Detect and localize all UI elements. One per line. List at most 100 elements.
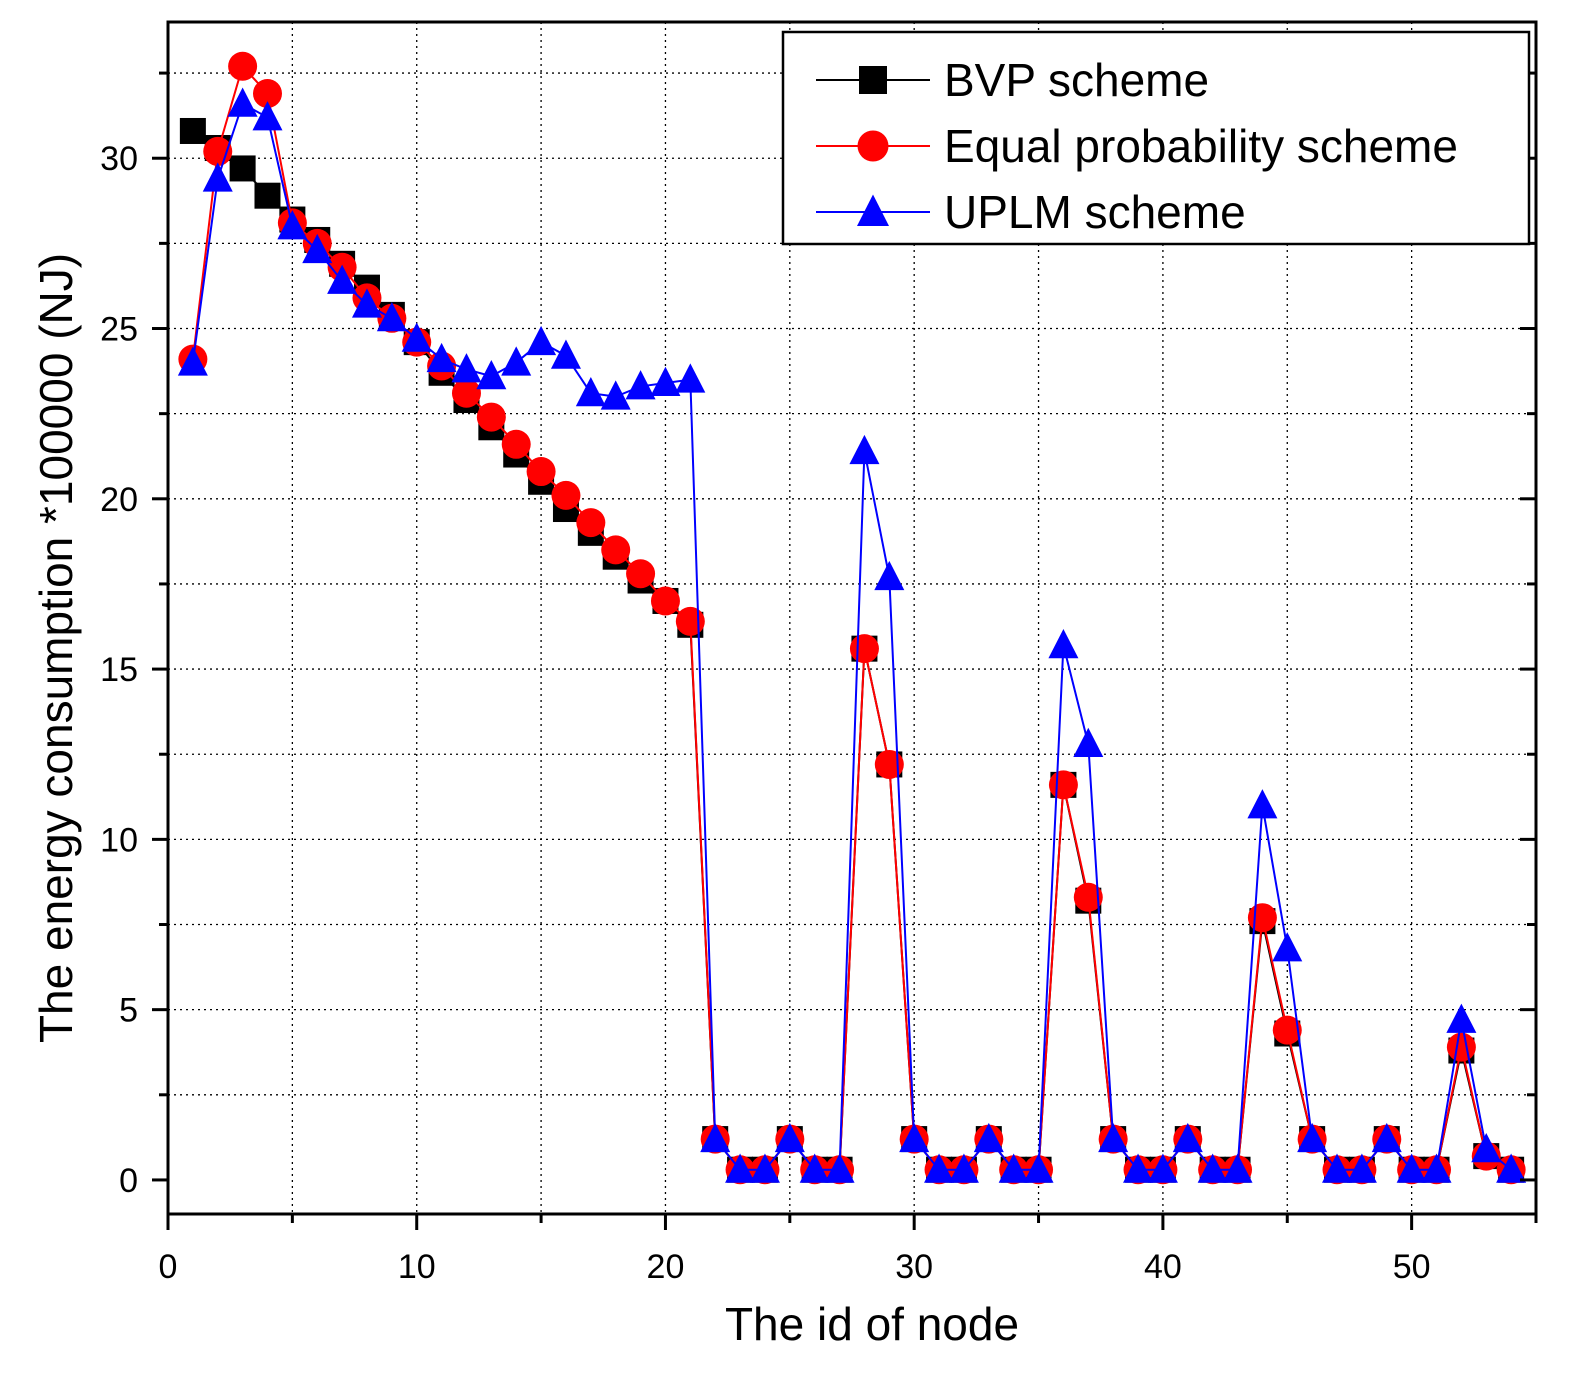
data-point	[501, 346, 532, 376]
data-point	[998, 1153, 1029, 1183]
data-point	[874, 749, 904, 779]
data-point	[179, 117, 206, 144]
data-point	[227, 87, 258, 117]
data-point	[700, 1122, 731, 1153]
data-point	[351, 288, 382, 318]
data-point	[1247, 789, 1278, 819]
data-point	[576, 508, 606, 538]
x-axis-title: The id of node	[725, 1298, 1019, 1350]
data-point	[550, 339, 581, 369]
data-point	[252, 101, 283, 131]
data-point	[1371, 1122, 1402, 1153]
data-point	[451, 353, 482, 383]
data-point	[749, 1153, 780, 1183]
legend-entry-uplm: UPLM scheme	[816, 186, 1246, 238]
x-tick-label: 20	[647, 1248, 685, 1286]
data-point	[277, 210, 308, 240]
data-point	[650, 586, 680, 616]
data-point	[1346, 1153, 1377, 1183]
data-point	[849, 434, 880, 465]
x-tick-label: 50	[1393, 1248, 1431, 1286]
legend-box	[781, 30, 1531, 246]
data-point	[202, 162, 233, 192]
data-point	[675, 363, 706, 393]
y-tick-label: 30	[100, 140, 138, 178]
legend-marker-uplm	[816, 194, 930, 226]
data-point	[1197, 1153, 1228, 1183]
data-point	[650, 366, 681, 397]
series-layer	[177, 51, 1527, 1185]
data-point	[451, 378, 481, 408]
data-point	[1172, 1122, 1203, 1153]
data-point	[401, 322, 432, 352]
data-point	[1098, 1122, 1129, 1153]
data-point	[575, 376, 606, 407]
data-point	[1073, 882, 1103, 912]
data-point	[725, 1153, 756, 1183]
legend-label-uplm: UPLM scheme	[944, 186, 1246, 238]
y-tick-label: 5	[119, 992, 138, 1030]
data-point	[1297, 1122, 1328, 1153]
data-point	[302, 233, 333, 264]
data-point	[1023, 1153, 1054, 1183]
data-point	[526, 457, 556, 487]
data-point	[1396, 1153, 1427, 1183]
data-point	[1048, 770, 1078, 800]
data-point	[874, 560, 905, 591]
data-point	[376, 302, 407, 332]
data-point	[899, 1122, 930, 1153]
legend-symbol	[857, 194, 889, 226]
axis-ticks: 0 10 20 30 40 50 0 5 10 15 20 25 30	[100, 71, 1538, 1286]
legend-symbol	[857, 130, 889, 162]
legend: BVP scheme Equal probability scheme UPLM…	[781, 30, 1531, 246]
data-point	[626, 559, 656, 589]
data-point	[426, 342, 457, 373]
data-point	[254, 182, 281, 209]
y-tick-label: 15	[100, 651, 138, 689]
data-point	[774, 1122, 805, 1153]
data-point	[600, 380, 631, 410]
data-point	[948, 1153, 979, 1183]
legend-label-equal-probability: Equal probability scheme	[944, 120, 1458, 172]
legend-symbol	[859, 66, 887, 94]
data-point	[849, 634, 879, 664]
y-axis-title: The energy consumption *100000 (NJ)	[30, 253, 82, 1043]
legend-label-bvp: BVP scheme	[944, 54, 1209, 106]
x-tick-label: 0	[159, 1248, 178, 1286]
data-point	[501, 429, 531, 459]
data-point	[1421, 1153, 1452, 1183]
data-point	[601, 535, 631, 565]
data-point	[229, 155, 256, 182]
data-point	[675, 606, 705, 636]
data-point	[203, 136, 233, 166]
series-uplm-scheme	[177, 87, 1527, 1183]
data-point	[1322, 1153, 1353, 1183]
x-tick-label: 10	[398, 1248, 436, 1286]
data-point	[177, 346, 208, 376]
data-point	[1048, 628, 1079, 659]
data-point	[1272, 1015, 1302, 1045]
legend-entry-bvp: BVP scheme	[816, 54, 1209, 106]
y-tick-label: 10	[100, 821, 138, 859]
data-point	[799, 1153, 830, 1183]
data-point	[327, 264, 358, 294]
data-point	[1272, 932, 1303, 962]
y-tick-label: 25	[100, 311, 138, 349]
legend-marker-equal-probability	[816, 130, 930, 162]
data-point	[1471, 1133, 1502, 1163]
data-point	[1496, 1153, 1527, 1183]
legend-marker-bvp	[816, 66, 930, 94]
data-point	[252, 79, 282, 109]
data-point	[1123, 1153, 1154, 1183]
data-point	[1247, 903, 1277, 933]
data-point	[476, 402, 506, 432]
data-point	[973, 1122, 1004, 1153]
data-point	[625, 370, 656, 400]
x-tick-label: 40	[1144, 1248, 1182, 1286]
data-point	[1073, 727, 1104, 758]
data-point	[526, 325, 557, 356]
y-tick-label: 20	[100, 481, 138, 519]
y-tick-label: 0	[119, 1162, 138, 1200]
data-point	[1147, 1153, 1178, 1183]
